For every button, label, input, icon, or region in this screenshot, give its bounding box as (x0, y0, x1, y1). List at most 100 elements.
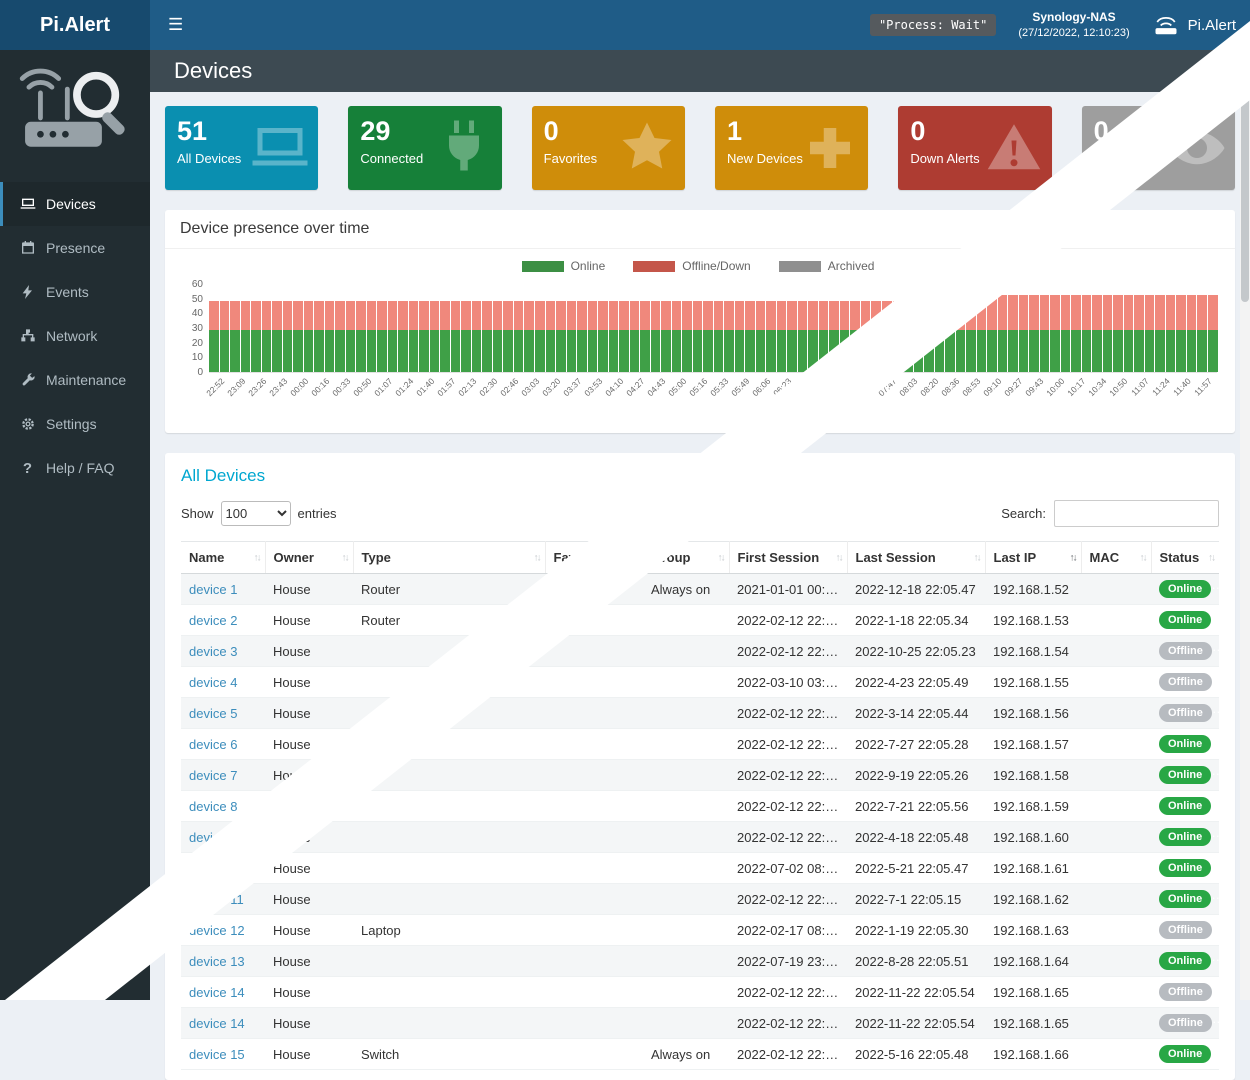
hamburger-menu-icon[interactable]: ☰ (150, 15, 201, 35)
cell-status: Online (1151, 853, 1219, 884)
column-header-last-session[interactable]: Last Session↑↓ (847, 542, 985, 574)
status-badge: Online (1159, 580, 1211, 598)
device-link[interactable]: device 1 (189, 582, 237, 597)
sort-icon[interactable]: ↑↓ (1070, 552, 1076, 563)
sort-icon[interactable]: ↑↓ (342, 552, 348, 563)
navbar-app-brand[interactable]: Pi.Alert (1152, 14, 1236, 37)
sidebar-item-presence[interactable]: Presence (0, 226, 150, 270)
navbar-right: "Process: Wait" Synology-NAS (27/12/2022… (870, 9, 1250, 40)
column-header-first-session[interactable]: First Session↑↓ (729, 542, 847, 574)
vertical-scrollbar[interactable] (1240, 50, 1250, 1000)
cell-owner: House (265, 822, 353, 853)
device-link[interactable]: device 7 (189, 768, 237, 783)
sort-icon[interactable]: ↑↓ (534, 552, 540, 563)
device-link[interactable]: device 2 (189, 613, 237, 628)
x-tick: 07:13 (839, 373, 860, 421)
sidebar-item-settings[interactable]: Settings (0, 402, 150, 446)
cell-name: device 10 (181, 853, 265, 884)
device-link[interactable]: device 5 (189, 706, 237, 721)
sidebar-item-network[interactable]: Network (0, 314, 150, 358)
device-link[interactable]: device 12 (189, 923, 245, 938)
column-header-name[interactable]: Name↑↓ (181, 542, 265, 574)
device-link[interactable]: device 6 (189, 737, 237, 752)
device-link[interactable]: device 11 (189, 892, 244, 907)
star-icon (617, 118, 677, 178)
scrollbar-thumb[interactable] (1241, 52, 1249, 302)
laptop-icon (250, 118, 310, 178)
legend-online[interactable]: Online (522, 259, 606, 273)
cell-last_ip: 192.168.1.58 (985, 760, 1081, 791)
device-link[interactable]: device 10 (189, 861, 245, 876)
cell-last_session: 2022-11-22 22:05.54 (847, 1008, 985, 1039)
cell-favorite (545, 884, 643, 915)
search-input[interactable] (1054, 500, 1219, 527)
device-link[interactable]: device 14 (189, 1016, 245, 1031)
device-link[interactable]: device 14 (189, 985, 245, 1000)
sort-icon[interactable]: ↑↓ (1208, 552, 1214, 563)
column-header-group[interactable]: Group↑↓ (643, 542, 729, 574)
sort-icon[interactable]: ↑↓ (1140, 552, 1146, 563)
sort-icon[interactable]: ↑↓ (974, 552, 980, 563)
chart-bar (535, 285, 545, 372)
y-tick-label: 20 (192, 338, 203, 349)
device-link[interactable]: device 15 (189, 1047, 245, 1062)
cell-name: device 13 (181, 946, 265, 977)
cell-owner: House (265, 915, 353, 946)
cell-name: device 2 (181, 605, 265, 636)
cell-group (643, 698, 729, 729)
chart-bar (1008, 285, 1018, 372)
status-badge: Online (1159, 735, 1211, 753)
x-tick: 11:07 (1133, 373, 1154, 421)
page-size-select[interactable]: 100 (221, 501, 291, 526)
sidebar-item-devices[interactable]: Devices (0, 182, 150, 226)
sort-icon[interactable]: ↑↓ (836, 552, 842, 563)
pialert-logo (0, 50, 150, 174)
sidebar-item-events[interactable]: Events (0, 270, 150, 314)
cell-status: Offline (1151, 667, 1219, 698)
column-header-favorite[interactable]: Favorite↑↓ (545, 542, 643, 574)
cell-last_ip: 192.168.1.66 (985, 1039, 1081, 1070)
column-header-type[interactable]: Type↑↓ (353, 542, 545, 574)
cell-owner: House (265, 791, 353, 822)
cell-first_session: 2022-02-12 22:05 (729, 791, 847, 822)
chart-bar (1113, 285, 1123, 372)
column-header-owner[interactable]: Owner↑↓ (265, 542, 353, 574)
chart-panel-title: Device presence over time (165, 210, 1235, 249)
x-tick: 09:43 (1028, 373, 1049, 421)
column-header-status[interactable]: Status↑↓ (1151, 542, 1219, 574)
cell-type (353, 946, 545, 977)
legend-offline-down[interactable]: Offline/Down (633, 259, 750, 273)
sidebar-item-help-faq[interactable]: ?Help / FAQ (0, 446, 150, 490)
cell-last_session: 2022-4-18 22:05.48 (847, 822, 985, 853)
chart-bar (861, 285, 871, 372)
column-header-mac[interactable]: MAC↑↓ (1081, 542, 1151, 574)
device-link[interactable]: device 9 (189, 830, 237, 845)
column-header-last-ip[interactable]: Last IP↑↓ (985, 542, 1081, 574)
cell-last_session: 2022-5-16 22:05.48 (847, 1039, 985, 1070)
device-link[interactable]: device 8 (189, 799, 237, 814)
sort-icon[interactable]: ↑↓ (254, 552, 260, 563)
device-link[interactable]: device 13 (189, 954, 245, 969)
legend-archived[interactable]: Archived (779, 259, 875, 273)
device-link[interactable]: device 3 (189, 644, 237, 659)
brand-logo[interactable]: Pi.Alert (0, 0, 150, 50)
chart-bar (524, 285, 534, 372)
sidebar-item-maintenance[interactable]: Maintenance (0, 358, 150, 402)
sort-icon[interactable]: ↑↓ (632, 552, 638, 563)
device-link[interactable]: device 4 (189, 675, 237, 690)
sort-icon[interactable]: ↑↓ (718, 552, 724, 563)
chart-bar (672, 285, 682, 372)
cell-first_session: 2022-02-17 08:05 (729, 915, 847, 946)
